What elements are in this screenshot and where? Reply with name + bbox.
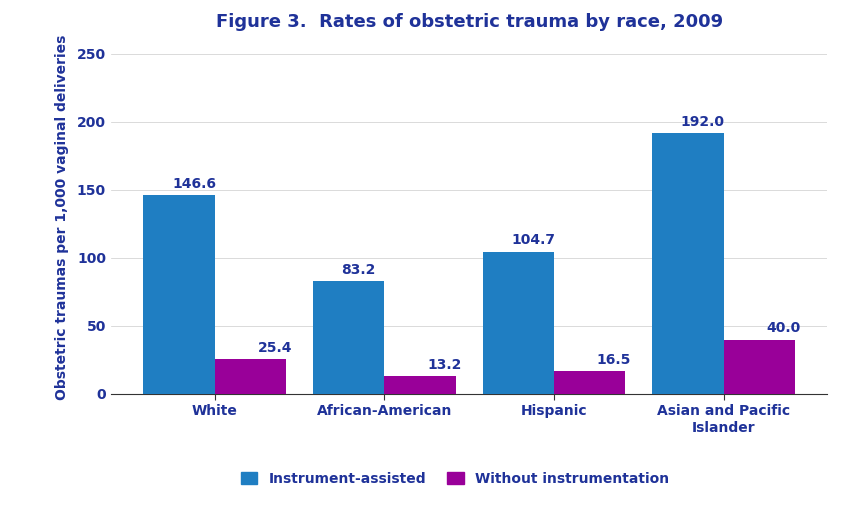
Title: Figure 3.  Rates of obstetric trauma by race, 2009: Figure 3. Rates of obstetric trauma by r… (216, 13, 722, 30)
Text: 192.0: 192.0 (680, 115, 724, 129)
Bar (553, 372, 625, 394)
Bar (313, 281, 384, 394)
Text: 104.7: 104.7 (510, 233, 555, 247)
Text: 83.2: 83.2 (341, 263, 376, 277)
Bar (143, 194, 215, 394)
Bar (384, 376, 455, 394)
Legend: Instrument-assisted, Without instrumentation: Instrument-assisted, Without instrumenta… (240, 472, 668, 486)
Text: 13.2: 13.2 (427, 358, 461, 372)
Bar (722, 339, 794, 394)
Y-axis label: Obstetric traumas per 1,000 vaginal deliveries: Obstetric traumas per 1,000 vaginal deli… (55, 34, 68, 400)
Bar (652, 133, 722, 394)
Text: 146.6: 146.6 (172, 177, 216, 190)
Text: 16.5: 16.5 (596, 354, 630, 368)
Text: 25.4: 25.4 (257, 341, 291, 356)
Bar (215, 360, 285, 394)
Bar (482, 251, 553, 394)
Text: 40.0: 40.0 (765, 322, 800, 335)
